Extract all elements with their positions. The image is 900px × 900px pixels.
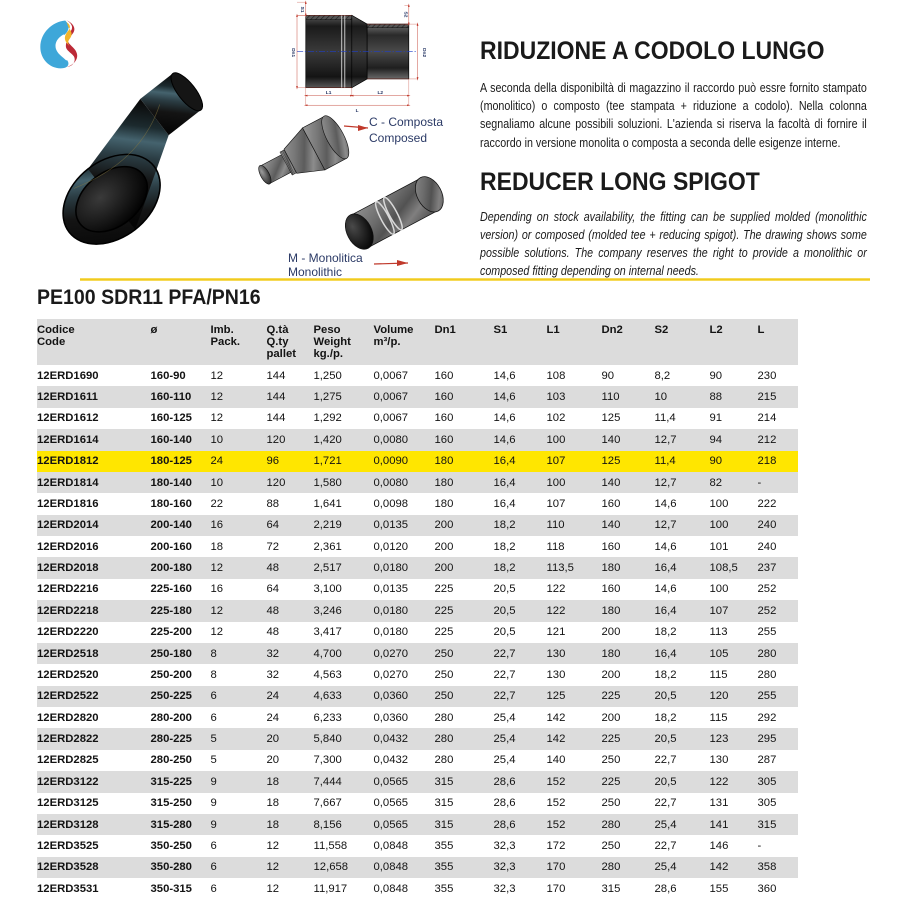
svg-text:Dn1: Dn1	[290, 48, 296, 57]
svg-text:L1: L1	[326, 90, 332, 96]
svg-text:Dn2: Dn2	[421, 48, 427, 57]
svg-text:L2: L2	[377, 90, 383, 96]
svg-text:S1: S1	[299, 7, 305, 13]
svg-text:S2: S2	[402, 12, 408, 18]
